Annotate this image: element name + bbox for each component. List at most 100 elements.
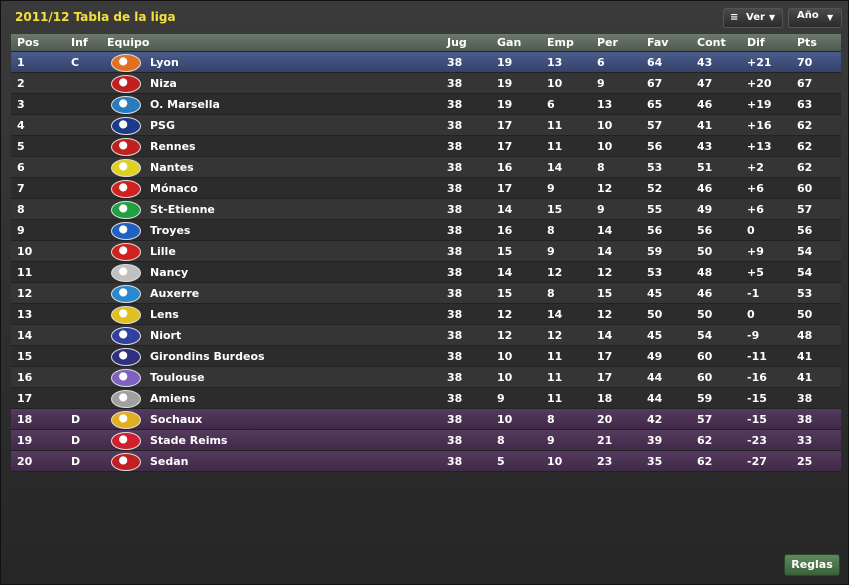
cell-value: 38 [447, 434, 463, 447]
team-logo [111, 369, 141, 387]
cell-value: 55 [647, 203, 663, 216]
team-name: Lyon [150, 56, 179, 69]
cell-value: 35 [647, 455, 663, 468]
team-logo [111, 117, 141, 135]
cell-value: 48 [697, 266, 713, 279]
cell-value: 15 [547, 203, 563, 216]
cell-value: 67 [647, 77, 663, 90]
team-name: O. Marsella [150, 98, 220, 111]
team-name: PSG [150, 119, 176, 132]
cell-value: 11 [547, 350, 563, 363]
table-row: 12 Auxerre 38 15 8 15 45 46 -1 53 [11, 283, 841, 304]
cell-value: 10 [497, 413, 513, 426]
cell-value: 38 [447, 308, 463, 321]
cell-value: 18 [17, 413, 33, 426]
cell-value: 17 [497, 182, 513, 195]
cell-value: -27 [747, 455, 767, 468]
cell-value: 38 [447, 161, 463, 174]
column-header: Pos [17, 36, 40, 49]
cell-value: 5 [497, 455, 505, 468]
cell-value: 33 [797, 434, 813, 447]
cell-value: 38 [447, 77, 463, 90]
cell-value: 63 [797, 98, 813, 111]
team-logo [111, 138, 141, 156]
rules-button[interactable]: Reglas [784, 554, 840, 576]
team-logo [111, 201, 141, 219]
table-row: 2 Niza 38 19 10 9 67 47 +20 67 [11, 73, 841, 94]
cell-value: 38 [447, 392, 463, 405]
table-row: 3 O. Marsella 38 19 6 13 65 46 +19 63 [11, 94, 841, 115]
header-row: Pos Inf Equipo Jug Gan Emp Per Fav Cont Dif Pts [11, 34, 841, 52]
cell-value: 13 [597, 98, 613, 111]
cell-value: 14 [597, 224, 613, 237]
cell-value: 14 [497, 203, 513, 216]
cell-value: 19 [497, 77, 513, 90]
column-header: Pts [797, 36, 817, 49]
cell-value: 14 [497, 266, 513, 279]
cell-value: 15 [497, 245, 513, 258]
cell-value: +20 [747, 77, 772, 90]
cell-value: 38 [447, 119, 463, 132]
table-row: 18 D Sochaux 38 10 8 20 42 57 -15 38 [11, 409, 841, 430]
team-logo [111, 285, 141, 303]
cell-value: 38 [447, 371, 463, 384]
cell-value: 12 [597, 266, 613, 279]
table-row: 16 Toulouse 38 10 11 17 44 60 -16 41 [11, 367, 841, 388]
cell-value: 14 [547, 308, 563, 321]
cell-value: 17 [497, 140, 513, 153]
cell-value: 16 [17, 371, 33, 384]
cell-value: 18 [597, 392, 613, 405]
cell-value: +21 [747, 56, 772, 69]
cell-value: 41 [797, 371, 813, 384]
cell-value: 50 [697, 245, 713, 258]
cell-value: +19 [747, 98, 772, 111]
cell-value: 70 [797, 56, 813, 69]
table-row: 10 Lille 38 15 9 14 59 50 +9 54 [11, 241, 841, 262]
cell-value: 16 [497, 161, 513, 174]
team-name: St-Etienne [150, 203, 215, 216]
cell-value: 12 [497, 308, 513, 321]
cell-value: 14 [547, 161, 563, 174]
cell-value: 54 [797, 266, 813, 279]
cell-value: 8 [547, 224, 555, 237]
cell-value: D [71, 455, 81, 468]
cell-value: 43 [697, 140, 713, 153]
cell-value: 38 [447, 329, 463, 342]
cell-value: 11 [547, 371, 563, 384]
cell-value: 65 [647, 98, 663, 111]
dropdown-arrow: ▼ [769, 13, 776, 22]
cell-value: 13 [547, 56, 563, 69]
cell-value: 67 [797, 77, 813, 90]
team-logo [111, 453, 141, 471]
cell-value: 57 [797, 203, 813, 216]
cell-value: 38 [447, 350, 463, 363]
cell-value: 38 [447, 140, 463, 153]
team-name: Niza [150, 77, 177, 90]
team-logo [111, 243, 141, 261]
cell-value: -23 [747, 434, 767, 447]
cell-value: 39 [647, 434, 663, 447]
cell-value: -15 [747, 413, 767, 426]
cell-value: 6 [547, 98, 555, 111]
cell-value: 50 [797, 308, 813, 321]
cell-value: 38 [447, 455, 463, 468]
column-header: Per [597, 36, 618, 49]
team-logo [111, 306, 141, 324]
cell-value: 10 [17, 245, 33, 258]
cell-value: 20 [597, 413, 613, 426]
cell-value: 8 [17, 203, 25, 216]
cell-value: 47 [697, 77, 713, 90]
cell-value: 25 [797, 455, 813, 468]
cell-value: 50 [647, 308, 663, 321]
team-logo [111, 264, 141, 282]
button-label: Ver [746, 12, 765, 23]
cell-value: 9 [547, 434, 555, 447]
view-button[interactable]: ≡ Ver ▼ [723, 8, 783, 28]
year-button[interactable]: Año ▼ [788, 8, 842, 28]
cell-value: 53 [647, 266, 663, 279]
cell-value: -9 [747, 329, 760, 342]
column-header: Gan [497, 36, 522, 49]
cell-value: 62 [797, 119, 813, 132]
cell-value: 64 [647, 56, 663, 69]
